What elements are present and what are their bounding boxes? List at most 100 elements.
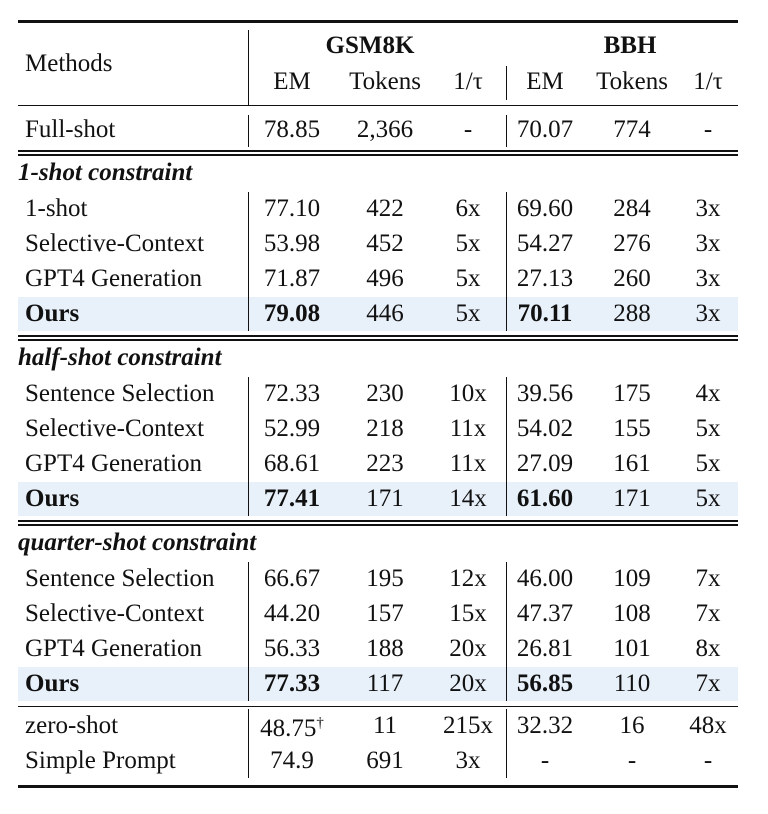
rule <box>18 706 738 708</box>
cell: 276 <box>613 230 651 257</box>
cell: 66.67 <box>263 565 321 592</box>
column-divider <box>248 192 250 331</box>
cell: 691 <box>366 747 404 774</box>
cell: 46.00 <box>516 565 574 592</box>
cell: 48x <box>689 712 727 739</box>
cell: 109 <box>613 565 651 592</box>
cell: 7x <box>695 600 721 627</box>
cell: 3x <box>695 195 721 222</box>
cell: 452 <box>366 230 404 257</box>
rule <box>18 20 738 23</box>
cell: 5x <box>455 300 481 327</box>
cell: 11x <box>449 415 487 442</box>
cell: 32.32 <box>516 712 574 739</box>
header-group: GSM8K <box>325 32 415 59</box>
row-highlight <box>18 482 738 516</box>
column-divider <box>506 66 508 100</box>
rule <box>18 154 738 156</box>
cell: 14x <box>449 485 487 512</box>
header-column: Tokens <box>596 68 668 95</box>
method-name: GPT4 Generation <box>25 635 203 662</box>
cell: 215x <box>443 712 493 739</box>
cell: 39.56 <box>516 380 574 407</box>
column-divider <box>506 192 508 331</box>
column-divider <box>248 30 250 105</box>
cell: 5x <box>695 450 721 477</box>
cell: 11 <box>372 712 398 739</box>
cell: 7x <box>695 670 721 697</box>
cell-value: 48.75 <box>260 715 317 743</box>
method-name: GPT4 Generation <box>25 450 203 477</box>
rule <box>18 335 738 337</box>
cell: 56.33 <box>263 635 321 662</box>
section-title: half-shot constraint <box>18 344 222 371</box>
cell: 446 <box>366 300 404 327</box>
rule <box>18 524 738 526</box>
cell: 20x <box>449 635 487 662</box>
cell: 5x <box>455 265 481 292</box>
cell: 171 <box>613 485 651 512</box>
header-column: 1/τ <box>693 68 723 95</box>
header-group: BBH <box>603 32 657 59</box>
cell: 6x <box>455 195 481 222</box>
cell: - <box>627 747 637 774</box>
cell: - <box>703 116 713 143</box>
cell: 70.07 <box>516 116 574 143</box>
cell: 117 <box>366 670 404 697</box>
method-name: Sentence Selection <box>25 565 215 592</box>
cell: 52.99 <box>263 415 321 442</box>
cell: 54.02 <box>516 415 574 442</box>
header-column: EM <box>526 68 564 95</box>
cell: 110 <box>613 670 651 697</box>
header-column: Tokens <box>349 68 421 95</box>
cell: 5x <box>695 485 721 512</box>
column-divider <box>506 377 508 516</box>
cell: 161 <box>613 450 651 477</box>
method-name: GPT4 Generation <box>25 265 203 292</box>
cell: 12x <box>449 565 487 592</box>
cell: 53.98 <box>263 230 321 257</box>
cell: 108 <box>613 600 651 627</box>
cell: 230 <box>366 380 404 407</box>
cell: 79.08 <box>263 300 321 327</box>
cell: 496 <box>366 265 404 292</box>
cell: 4x <box>695 380 721 407</box>
cell: 5x <box>695 415 721 442</box>
cell: 8x <box>695 635 721 662</box>
cell: 26.81 <box>516 635 574 662</box>
cell: 157 <box>366 600 404 627</box>
cell: 195 <box>366 565 404 592</box>
method-name: Selective-Context <box>25 230 205 257</box>
cell: - <box>540 747 550 774</box>
method-name: Ours <box>25 485 80 512</box>
cell: - <box>463 116 473 143</box>
cell: 188 <box>366 635 404 662</box>
column-divider <box>248 709 250 778</box>
method-name: Ours <box>25 670 80 697</box>
cell: 218 <box>366 415 404 442</box>
column-divider <box>506 709 508 778</box>
cell: 20x <box>449 670 487 697</box>
cell: 27.13 <box>516 265 574 292</box>
section-title: 1-shot constraint <box>18 159 193 186</box>
cell: 774 <box>613 116 651 143</box>
cell: 68.61 <box>263 450 321 477</box>
cell: 288 <box>613 300 651 327</box>
cell: 15x <box>449 600 487 627</box>
column-divider <box>248 115 250 147</box>
method-name: Full-shot <box>25 116 116 143</box>
column-divider <box>248 562 250 701</box>
header-column: 1/τ <box>453 68 483 95</box>
method-name: Ours <box>25 300 80 327</box>
method-name: 1-shot <box>25 195 88 222</box>
row-highlight <box>18 667 738 701</box>
rule <box>18 785 738 788</box>
cell: 11x <box>449 450 487 477</box>
method-name: Selective-Context <box>25 415 205 442</box>
cell: 16 <box>619 712 645 739</box>
cell: 260 <box>613 265 651 292</box>
header-methods: Methods <box>25 50 113 77</box>
cell: 78.85 <box>263 116 321 143</box>
column-divider <box>506 115 508 147</box>
